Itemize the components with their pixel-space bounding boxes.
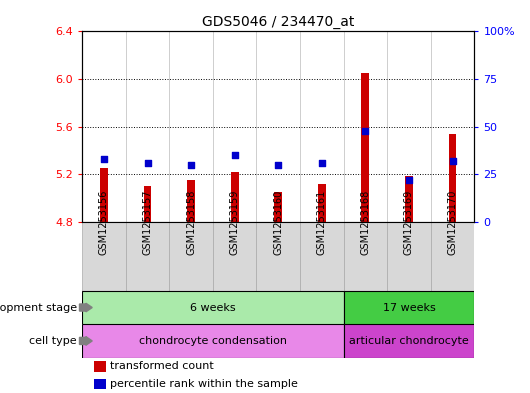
Bar — [275, 192, 282, 222]
Text: development stage: development stage — [0, 303, 77, 312]
Text: 6 weeks: 6 weeks — [190, 303, 236, 312]
Point — [274, 162, 282, 168]
Point — [361, 127, 369, 134]
Point — [405, 177, 413, 183]
Title: GDS5046 / 234470_at: GDS5046 / 234470_at — [202, 15, 355, 29]
Bar — [361, 73, 369, 222]
Bar — [126, 222, 169, 291]
Text: percentile rank within the sample: percentile rank within the sample — [110, 379, 297, 389]
Text: 17 weeks: 17 weeks — [383, 303, 435, 312]
Bar — [387, 222, 431, 291]
Bar — [448, 134, 456, 222]
Text: cell type: cell type — [29, 336, 77, 346]
Point — [448, 158, 457, 164]
Text: GSM1253169: GSM1253169 — [404, 190, 414, 255]
Text: GSM1253158: GSM1253158 — [186, 190, 196, 255]
Point — [317, 160, 326, 166]
Bar — [187, 180, 195, 222]
Text: GSM1253170: GSM1253170 — [447, 190, 457, 255]
Bar — [343, 222, 387, 291]
Bar — [343, 291, 474, 324]
Text: transformed count: transformed count — [110, 362, 214, 371]
Point — [231, 152, 239, 158]
Bar — [405, 176, 413, 222]
Bar — [300, 222, 343, 291]
Text: GSM1253156: GSM1253156 — [99, 190, 109, 255]
Point — [100, 156, 108, 162]
Text: GSM1253161: GSM1253161 — [317, 190, 327, 255]
Text: GSM1253157: GSM1253157 — [143, 189, 153, 255]
Bar — [169, 222, 213, 291]
Text: articular chondrocyte: articular chondrocyte — [349, 336, 469, 346]
Text: chondrocyte condensation: chondrocyte condensation — [139, 336, 287, 346]
Bar — [144, 186, 152, 222]
Bar — [82, 324, 343, 358]
Bar — [257, 222, 300, 291]
Bar — [82, 222, 126, 291]
Bar — [94, 361, 105, 372]
Bar — [94, 379, 105, 389]
Text: GSM1253168: GSM1253168 — [360, 190, 370, 255]
Bar — [100, 169, 108, 222]
Bar — [213, 222, 257, 291]
Bar — [343, 324, 474, 358]
Bar — [318, 184, 326, 222]
Point — [143, 160, 152, 166]
Text: GSM1253159: GSM1253159 — [229, 190, 240, 255]
Text: GSM1253160: GSM1253160 — [273, 190, 283, 255]
Bar — [231, 172, 239, 222]
Bar — [431, 222, 474, 291]
Point — [187, 162, 196, 168]
Bar — [82, 291, 343, 324]
